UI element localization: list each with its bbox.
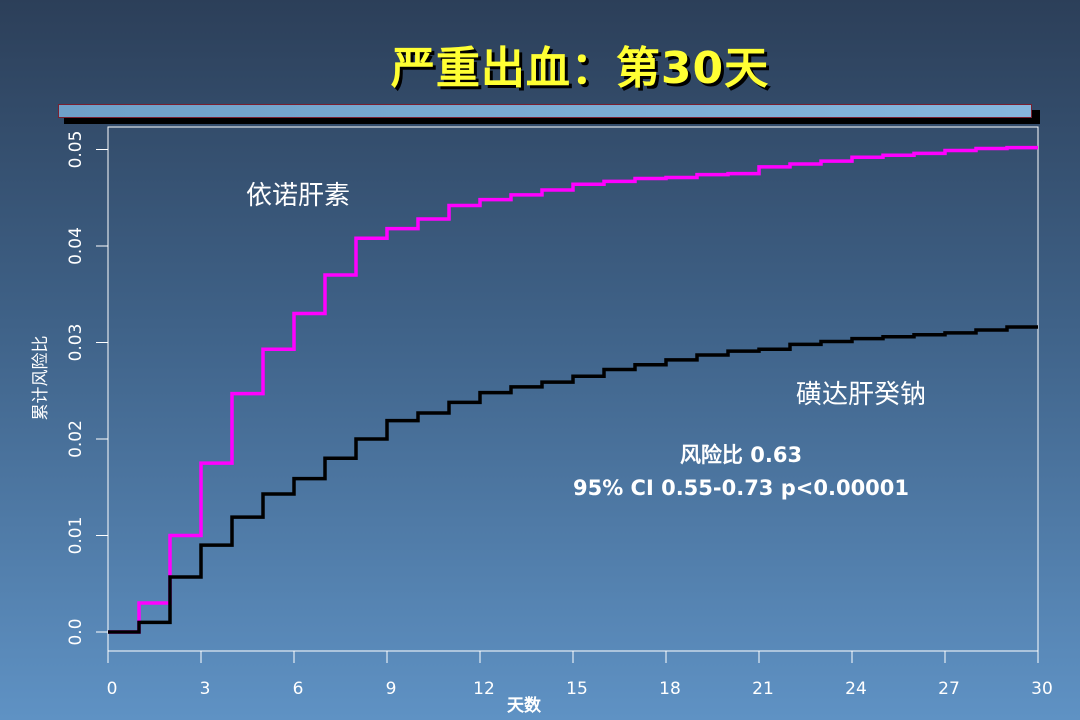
axes: 0 3 6 9 12 15 18 21 24 27 30 0.0 0.01 0.02 0.03 0.04 0.0… bbox=[66, 131, 1053, 699]
x-tick-label: 27 bbox=[938, 679, 960, 699]
series-label-enoxaparin: 依诺肝素 bbox=[246, 181, 350, 211]
y-tick-label: 0.01 bbox=[66, 517, 86, 555]
x-tick-label: 18 bbox=[659, 679, 681, 699]
series-line-fondaparinux bbox=[108, 325, 1038, 634]
x-tick-label: 12 bbox=[473, 679, 495, 699]
x-tick-label: 15 bbox=[566, 679, 588, 699]
x-tick-label: 9 bbox=[386, 679, 397, 699]
ci-annotation: 95% CI 0.55-0.73 p<0.00001 bbox=[573, 476, 909, 500]
x-tick-label: 30 bbox=[1031, 679, 1053, 699]
title-underline-bar bbox=[58, 104, 1032, 118]
y-tick-label: 0.05 bbox=[66, 131, 86, 169]
x-tick-label: 24 bbox=[845, 679, 867, 699]
y-tick-label: 0.04 bbox=[66, 227, 86, 265]
series-label-fondaparinux: 磺达肝癸钠 bbox=[796, 380, 926, 410]
x-tick-label: 0 bbox=[107, 679, 118, 699]
slide-title: 严重出血：第30天 bbox=[390, 43, 770, 94]
y-tick-label: 0.03 bbox=[66, 324, 86, 362]
x-tick-label: 6 bbox=[293, 679, 304, 699]
x-tick-label: 3 bbox=[200, 679, 211, 699]
y-tick-label: 0.0 bbox=[66, 618, 86, 645]
y-axis-label: 累计风险比 bbox=[31, 336, 51, 421]
hazard-ratio-annotation: 风险比 0.63 bbox=[680, 443, 802, 467]
x-tick-label: 21 bbox=[752, 679, 774, 699]
y-tick-label: 0.02 bbox=[66, 420, 86, 458]
series-layer bbox=[108, 145, 1038, 634]
x-axis-label: 天数 bbox=[507, 695, 542, 716]
series-line-enoxaparin bbox=[108, 145, 1038, 634]
